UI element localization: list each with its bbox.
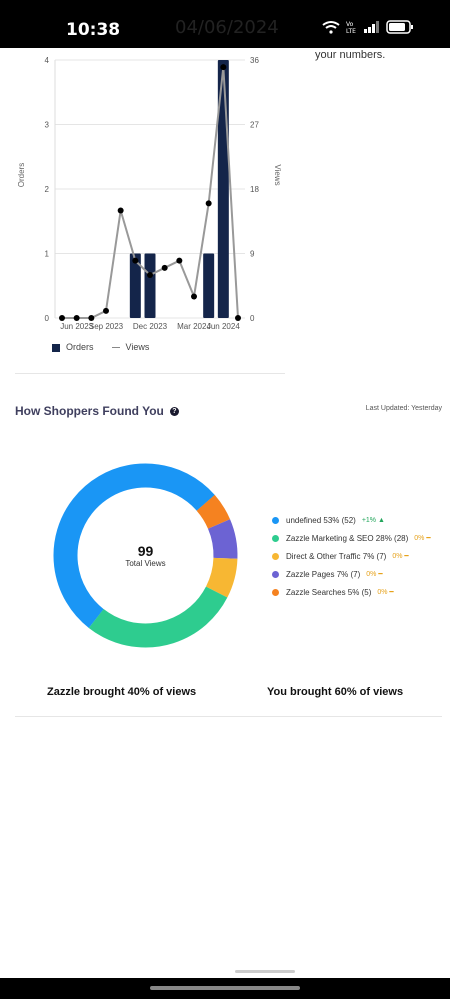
wifi-icon: [322, 21, 340, 34]
views-point: [73, 315, 80, 321]
home-indicator: [235, 970, 295, 973]
y-tick-right: 18: [250, 185, 259, 194]
legend-change: 0% ━: [392, 553, 409, 560]
traffic-donut-svg: [48, 458, 243, 653]
views-point: [88, 315, 95, 321]
legend-change: 0% ━: [414, 535, 431, 542]
views-point: [191, 293, 197, 300]
views-point: [176, 257, 183, 264]
legend-label: Zazzle Pages 7% (7): [286, 569, 361, 579]
status-date: 04/06/2024: [175, 17, 279, 38]
legend-dot: [272, 588, 279, 596]
traffic-legend-item[interactable]: Zazzle Pages 7% (7) 0% ━: [272, 565, 431, 583]
battery-icon: [386, 20, 413, 34]
x-tick-label: Jun 2024: [207, 322, 240, 331]
volte-icon: Vo LTE: [346, 21, 356, 34]
donut-slice[interactable]: [48, 458, 243, 653]
legend-label: Zazzle Searches 5% (5): [286, 587, 372, 597]
y-axis-label-left: Orders: [17, 163, 26, 187]
you-brought: You brought 60% of views: [267, 686, 404, 698]
x-tick-label: Mar 2024: [177, 322, 211, 331]
last-updated: Last Updated: Yesterday: [365, 405, 442, 412]
traffic-donut-chart: 99 Total Views: [48, 458, 243, 653]
svg-text:Vo: Vo: [346, 21, 354, 28]
gesture-pill[interactable]: [150, 986, 300, 990]
top-note: your numbers.: [315, 49, 386, 61]
legend-dot: [272, 552, 279, 560]
status-bar: 10:38 04/06/2024 Vo LTE: [0, 0, 450, 48]
traffic-legend-item[interactable]: undefined 53% (52) +1% ▲: [272, 511, 431, 529]
traffic-legend-item[interactable]: Zazzle Marketing & SEO 28% (28) 0% ━: [272, 529, 431, 547]
views-point: [235, 315, 241, 321]
traffic-legend-item[interactable]: Direct & Other Traffic 7% (7) 0% ━: [272, 547, 431, 565]
views-point: [117, 207, 124, 214]
legend-change: 0% ━: [366, 571, 383, 578]
legend-views-label: Views: [125, 342, 150, 352]
status-icons: Vo LTE: [322, 20, 414, 34]
legend-dot: [272, 570, 279, 578]
donut-center: 99 Total Views: [48, 458, 243, 653]
legend-orders-label: Orders: [66, 342, 94, 352]
y-tick-left: 2: [45, 185, 50, 194]
views-line-swatch: [111, 347, 120, 349]
traffic-legend: undefined 53% (52) +1% ▲ Zazzle Marketing …: [272, 511, 431, 601]
y-tick-right: 36: [250, 56, 259, 65]
orders-bar: [203, 253, 215, 318]
legend-orders: Orders: [52, 342, 94, 352]
divider: [15, 716, 442, 717]
divider: [15, 373, 285, 374]
views-point: [59, 315, 65, 321]
legend-label: Direct & Other Traffic 7% (7): [286, 551, 387, 561]
y-tick-right: 0: [250, 314, 255, 323]
y-tick-left: 1: [45, 250, 50, 259]
orders-views-chart: 0 0 1 9 2 18 3 27 4 36 Orders Views Jun 2023 Sep 2023…: [0, 48, 300, 358]
total-views-label: Total Views: [125, 559, 166, 568]
svg-text:LTE: LTE: [346, 28, 356, 34]
legend-change: +1% ▲: [361, 516, 385, 524]
orders-bar: [144, 253, 156, 318]
help-icon[interactable]: ?: [169, 406, 179, 416]
orders-bar: [129, 253, 141, 318]
zazzle-brought: Zazzle brought 40% of views: [47, 686, 197, 698]
y-tick-right: 27: [250, 121, 259, 130]
status-time: 10:38: [66, 20, 121, 40]
legend-label: undefined 53% (52): [286, 515, 356, 525]
section-title: How Shoppers Found You ?: [15, 404, 179, 418]
x-tick-label: Sep 2023: [89, 322, 124, 331]
views-point: [205, 200, 212, 207]
views-point: [220, 64, 227, 71]
views-point: [161, 264, 168, 271]
legend-views: Views: [111, 342, 150, 352]
y-tick-right: 9: [250, 250, 255, 259]
traffic-legend-item[interactable]: Zazzle Searches 5% (5) 0% ━: [272, 583, 431, 601]
chart-legend: Orders Views: [52, 342, 149, 352]
views-point: [132, 257, 139, 264]
legend-dot: [272, 534, 279, 542]
signal-icon: [364, 21, 379, 33]
legend-label: Zazzle Marketing & SEO 28% (28): [286, 533, 409, 543]
y-tick-left: 4: [45, 56, 50, 65]
y-tick-left: 3: [45, 121, 50, 130]
y-axis-label-right: Views: [273, 164, 282, 185]
x-tick-label: Jun 2023: [60, 322, 93, 331]
views-point: [147, 272, 153, 278]
orders-swatch: [52, 343, 60, 352]
legend-change: 0% ━: [377, 589, 394, 596]
total-views-count: 99: [137, 543, 154, 559]
x-tick-label: Dec 2023: [133, 322, 168, 331]
section-title-text: How Shoppers Found You: [15, 404, 164, 418]
legend-dot: [272, 516, 279, 524]
y-tick-left: 0: [45, 314, 50, 323]
views-point: [103, 307, 109, 314]
